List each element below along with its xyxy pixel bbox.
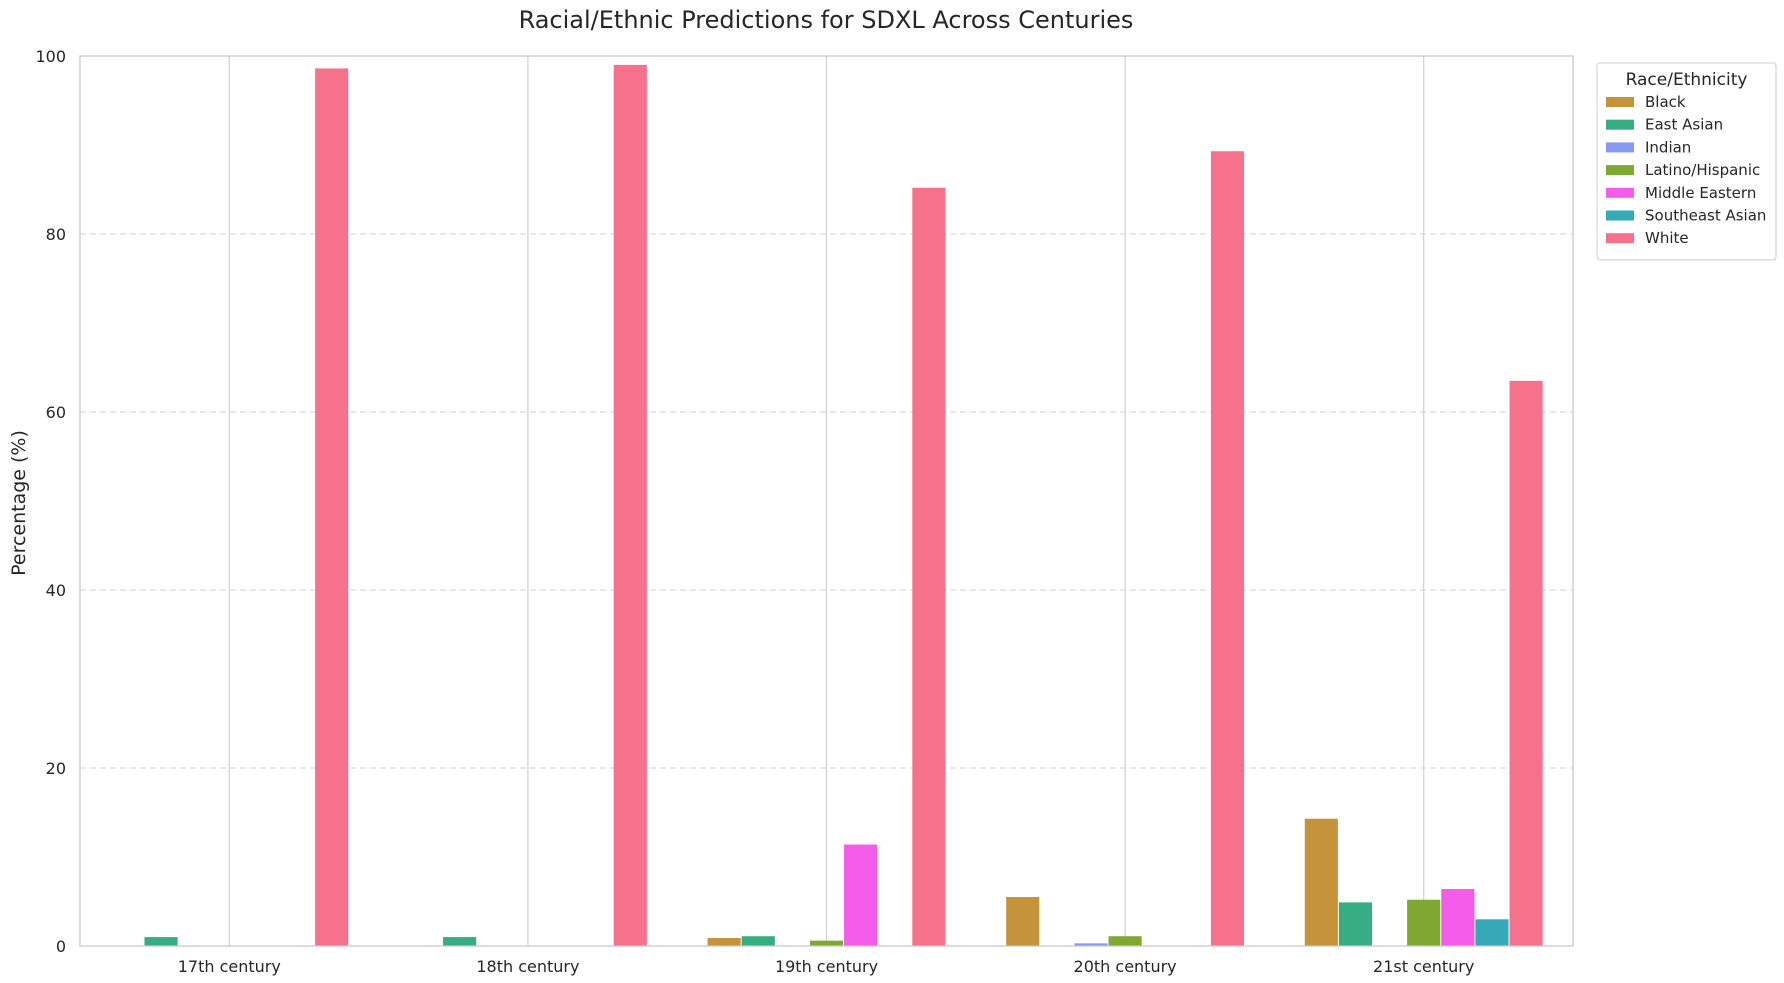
legend-swatch — [1606, 187, 1634, 198]
y-tick-label: 20 — [46, 759, 66, 778]
plot-frame — [79, 55, 1574, 947]
x-tick-label: 19th century — [775, 957, 878, 976]
bar — [1509, 380, 1543, 947]
bar — [1475, 919, 1509, 946]
legend: Race/Ethnicity Black East Asian Indian Lati… — [1596, 62, 1777, 261]
bar — [1006, 897, 1040, 946]
bar — [809, 940, 844, 946]
bar — [741, 936, 775, 946]
bar — [1338, 902, 1373, 946]
y-tick-labels: 0 20 40 60 80 100 — [35, 47, 66, 956]
legend-title: Race/Ethnicity — [1626, 70, 1748, 90]
legend-label: Latino/Hispanic — [1645, 161, 1760, 179]
legend-label: East Asian — [1645, 116, 1723, 134]
bar — [1304, 818, 1338, 946]
legend-swatch — [1606, 142, 1634, 153]
y-tick-label: 60 — [46, 403, 66, 422]
bar — [315, 68, 349, 946]
x-tick-label: 18th century — [476, 957, 579, 976]
bars — [144, 64, 1543, 947]
bar — [1407, 899, 1441, 946]
bar — [707, 937, 741, 946]
x-tick-label: 17th century — [178, 957, 281, 976]
bar — [1210, 151, 1245, 947]
x-tick-label: 21st century — [1373, 957, 1474, 976]
legend-label: Middle Eastern — [1645, 184, 1756, 202]
bar — [844, 844, 878, 946]
bar — [1108, 936, 1142, 946]
legend-box — [1596, 62, 1777, 261]
legend-label: Southeast Asian — [1645, 207, 1766, 225]
bar — [912, 187, 946, 947]
legend-label: Black — [1645, 93, 1686, 111]
legend-label: White — [1645, 229, 1689, 247]
legend-swatch — [1606, 210, 1634, 221]
legend-swatch — [1606, 233, 1634, 244]
y-tick-label: 40 — [46, 581, 66, 600]
legend-swatch — [1606, 119, 1634, 130]
x-tick-labels: 17th century 18th century 19th century 20th… — [178, 957, 1475, 976]
bar — [144, 937, 178, 946]
legend-swatch — [1606, 97, 1634, 107]
bar — [1441, 889, 1475, 946]
y-tick-label: 80 — [46, 225, 66, 244]
y-tick-label: 100 — [35, 47, 66, 66]
y-axis-label: Percentage (%) — [8, 430, 30, 576]
bar — [1074, 943, 1108, 946]
y-tick-label: 0 — [56, 937, 66, 956]
legend-label: Indian — [1645, 138, 1691, 156]
grid-lines — [80, 56, 1573, 946]
chart-title: Racial/Ethnic Predictions for SDXL Acros… — [519, 6, 1134, 34]
x-tick-label: 20th century — [1074, 957, 1177, 976]
legend-swatch — [1606, 165, 1634, 176]
bar — [613, 64, 647, 946]
bar — [443, 937, 477, 946]
